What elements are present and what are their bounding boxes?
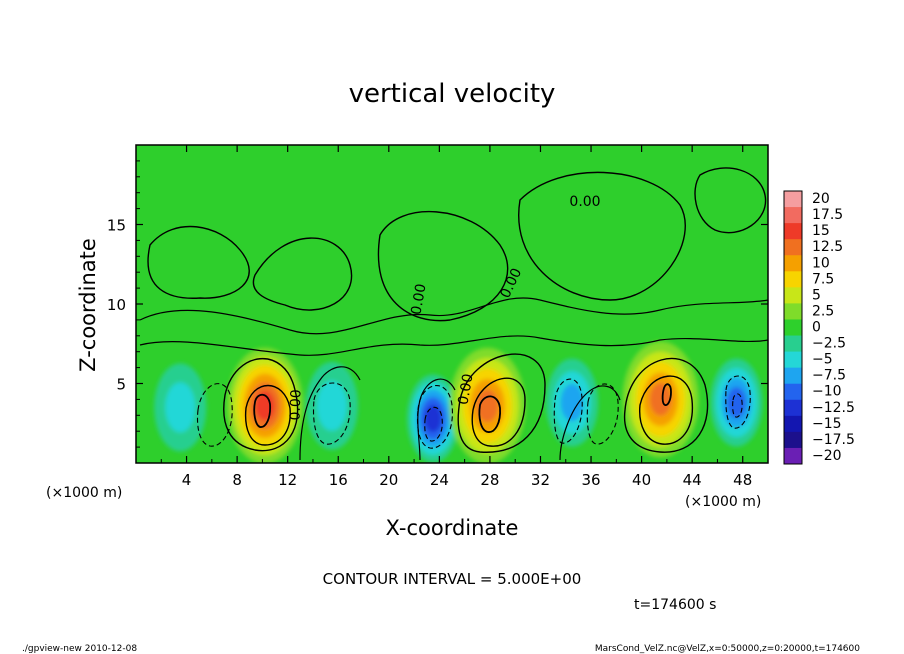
colorbar-swatch <box>784 319 802 337</box>
colorbar-label: 7.5 <box>812 271 834 287</box>
x-unit-right: (×1000 m) <box>685 494 761 510</box>
colorbar-label: 15 <box>812 223 830 239</box>
colorbar-label: 5 <box>812 287 821 303</box>
colorbar-label: −17.5 <box>812 432 855 448</box>
colorbar-label: −5 <box>812 352 833 368</box>
velocity-cell <box>165 382 196 433</box>
x-tick-label: 36 <box>581 471 600 489</box>
colorbar-label: −2.5 <box>812 336 846 352</box>
colorbar-label: 20 <box>812 191 830 207</box>
chart-title: vertical velocity <box>349 79 556 109</box>
time-label: t=174600 s <box>634 597 716 613</box>
colorbar-swatch <box>784 383 802 401</box>
x-tick-label: 32 <box>531 471 550 489</box>
colorbar-swatch <box>784 367 802 385</box>
x-tick-label: 40 <box>632 471 651 489</box>
x-unit-left: (×1000 m) <box>46 485 122 501</box>
colorbar-swatch <box>784 303 802 320</box>
colorbar-label: −10 <box>812 384 842 400</box>
y-tick-label: 5 <box>116 376 126 394</box>
contour-label: 0.00 <box>287 389 304 421</box>
x-tick-label: 20 <box>379 471 398 489</box>
colorbar-swatch <box>784 191 802 208</box>
x-tick-label: 44 <box>683 471 702 489</box>
colorbar-label: 10 <box>812 255 830 271</box>
velocity-cell <box>316 380 347 431</box>
footer-right: MarsCond_VelZ.nc@VelZ,x=0:50000,z=0:2000… <box>595 644 860 654</box>
colorbar-swatch <box>784 447 802 465</box>
contour-label: 0.00 <box>408 283 429 316</box>
footer-left: ./gpview-new 2010-12-08 <box>22 644 137 654</box>
colorbar-label: −20 <box>812 448 842 464</box>
x-tick-label: 16 <box>329 471 348 489</box>
colorbar-swatch <box>784 287 802 304</box>
contour-interval: CONTOUR INTERVAL = 5.000E+00 <box>323 570 582 588</box>
contour-lines <box>139 167 768 461</box>
colorbar-label: −15 <box>812 416 842 432</box>
x-tick-label: 8 <box>232 471 242 489</box>
colorbar-label: 12.5 <box>812 239 843 255</box>
colorbar-swatch <box>784 399 802 417</box>
colorbar-swatch <box>784 415 802 433</box>
x-tick-label: 48 <box>733 471 752 489</box>
colorbar-swatch <box>784 207 802 224</box>
colorbar-label: −12.5 <box>812 400 855 416</box>
colorbar-label: 17.5 <box>812 207 843 223</box>
x-tick-label: 12 <box>278 471 297 489</box>
velocity-cell <box>424 404 442 433</box>
colorbar-frame <box>783 190 803 465</box>
velocity-cell <box>649 383 672 416</box>
y-tick-label: 15 <box>107 217 126 235</box>
x-tick-label: 4 <box>182 471 192 489</box>
colorbar-swatch <box>784 271 802 288</box>
contour-label: 0.00 <box>455 373 476 406</box>
velocity-cells <box>154 341 763 463</box>
x-axis: 4 8 12 16 20 24 28 32 36 40 44 48 <box>160 145 752 489</box>
colorbar-swatch <box>784 223 802 240</box>
y-tick-label: 10 <box>107 296 126 314</box>
colorbar-label: −7.5 <box>812 368 846 384</box>
x-tick-label: 24 <box>430 471 449 489</box>
colorbar-swatch <box>784 239 802 256</box>
colorbar-label: 0 <box>812 320 821 336</box>
y-axis-label: Z-coordinate <box>76 238 100 372</box>
colorbar-swatch <box>784 255 802 272</box>
colorbar-swatch <box>784 351 802 369</box>
x-axis-label: X-coordinate <box>386 516 519 540</box>
contour-label: 0.00 <box>569 194 600 210</box>
plot-area <box>136 145 768 463</box>
velocity-cell <box>560 383 584 422</box>
colorbar-label: 2.5 <box>812 303 834 319</box>
colorbar: 2017.51512.5107.552.50−2.5−5−7.5−10−12.5… <box>783 190 855 465</box>
colorbar-swatch <box>784 335 802 353</box>
y-axis: 5 10 15 <box>107 160 768 448</box>
velocity-cell <box>726 387 746 419</box>
negative-contours <box>196 375 751 449</box>
colorbar-swatch <box>784 431 802 449</box>
x-tick-label: 28 <box>480 471 499 489</box>
